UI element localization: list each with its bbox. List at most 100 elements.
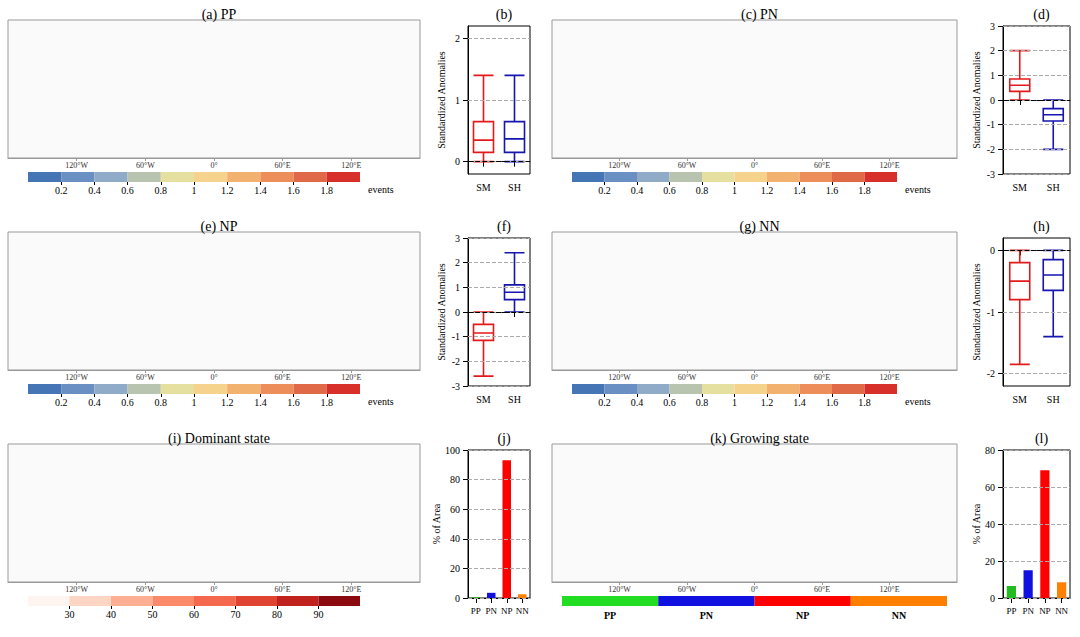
svg-text:(h): (h) bbox=[1033, 219, 1050, 235]
svg-text:1.8: 1.8 bbox=[858, 397, 871, 408]
svg-text:1.6: 1.6 bbox=[826, 397, 839, 408]
svg-text:NN: NN bbox=[892, 610, 907, 621]
svg-text:0°: 0° bbox=[210, 373, 217, 382]
svg-text:0.8: 0.8 bbox=[155, 397, 168, 408]
svg-text:PP: PP bbox=[1006, 606, 1016, 616]
svg-text:PP: PP bbox=[604, 610, 616, 621]
svg-text:Standardized Anomalies: Standardized Anomalies bbox=[436, 263, 447, 361]
svg-text:NN: NN bbox=[516, 606, 529, 616]
svg-text:100: 100 bbox=[445, 445, 460, 456]
svg-text:0.2: 0.2 bbox=[598, 397, 611, 408]
svg-text:(e) NP: (e) NP bbox=[201, 219, 238, 235]
svg-text:120°E: 120°E bbox=[341, 373, 361, 382]
svg-text:events: events bbox=[368, 396, 394, 407]
svg-text:1.2: 1.2 bbox=[761, 397, 774, 408]
svg-text:20: 20 bbox=[450, 563, 460, 574]
svg-text:60°E: 60°E bbox=[275, 161, 291, 170]
svg-text:NP: NP bbox=[796, 610, 809, 621]
svg-text:0.4: 0.4 bbox=[631, 397, 644, 408]
svg-text:1.4: 1.4 bbox=[793, 397, 806, 408]
svg-text:Standardized Anomalies: Standardized Anomalies bbox=[971, 263, 982, 361]
svg-text:1: 1 bbox=[455, 282, 460, 293]
svg-text:Standardized Anomalies: Standardized Anomalies bbox=[971, 51, 982, 149]
svg-text:SM: SM bbox=[1013, 182, 1028, 193]
svg-text:0°: 0° bbox=[751, 161, 758, 170]
svg-text:1.6: 1.6 bbox=[287, 185, 300, 196]
svg-text:40: 40 bbox=[450, 533, 460, 544]
svg-text:(d): (d) bbox=[1033, 7, 1050, 23]
svg-text:-1: -1 bbox=[987, 119, 995, 130]
svg-text:% of Area: % of Area bbox=[431, 503, 442, 544]
svg-text:120°E: 120°E bbox=[341, 585, 361, 594]
svg-text:NP: NP bbox=[1039, 606, 1051, 616]
svg-text:SH: SH bbox=[508, 182, 521, 193]
svg-text:120°W: 120°W bbox=[608, 373, 631, 382]
svg-text:-3: -3 bbox=[452, 381, 460, 392]
svg-text:events: events bbox=[905, 184, 931, 195]
svg-text:0.8: 0.8 bbox=[696, 185, 709, 196]
svg-text:3: 3 bbox=[990, 21, 995, 32]
svg-text:0.6: 0.6 bbox=[663, 185, 676, 196]
svg-text:60°W: 60°W bbox=[678, 585, 697, 594]
svg-text:60°W: 60°W bbox=[136, 161, 155, 170]
svg-text:NN: NN bbox=[1055, 606, 1068, 616]
svg-text:0: 0 bbox=[455, 307, 460, 318]
svg-text:SM: SM bbox=[1013, 394, 1028, 405]
svg-text:0.2: 0.2 bbox=[55, 397, 67, 408]
svg-text:1.2: 1.2 bbox=[221, 397, 234, 408]
svg-text:-1: -1 bbox=[452, 331, 460, 342]
svg-text:80: 80 bbox=[985, 445, 995, 456]
svg-text:2: 2 bbox=[990, 45, 995, 56]
svg-text:1.8: 1.8 bbox=[321, 185, 334, 196]
svg-text:120°E: 120°E bbox=[341, 161, 361, 170]
svg-text:-2: -2 bbox=[452, 356, 460, 367]
svg-text:(f): (f) bbox=[497, 219, 511, 235]
svg-text:1: 1 bbox=[732, 397, 737, 408]
svg-text:0: 0 bbox=[990, 245, 995, 256]
svg-text:1: 1 bbox=[990, 70, 995, 81]
svg-text:SM: SM bbox=[476, 182, 491, 193]
svg-text:120°E: 120°E bbox=[879, 585, 899, 594]
svg-text:0.4: 0.4 bbox=[631, 185, 644, 196]
svg-text:60°W: 60°W bbox=[136, 585, 155, 594]
svg-text:120°E: 120°E bbox=[879, 161, 899, 170]
svg-text:-1: -1 bbox=[987, 307, 995, 318]
svg-text:-2: -2 bbox=[987, 368, 995, 379]
svg-text:0.8: 0.8 bbox=[155, 185, 168, 196]
svg-text:60: 60 bbox=[189, 609, 199, 620]
svg-text:80: 80 bbox=[272, 609, 282, 620]
svg-text:1.2: 1.2 bbox=[761, 185, 774, 196]
svg-text:1: 1 bbox=[192, 185, 197, 196]
svg-text:(g) NN: (g) NN bbox=[739, 219, 779, 235]
svg-text:1: 1 bbox=[732, 185, 737, 196]
svg-text:90: 90 bbox=[314, 609, 324, 620]
svg-text:60°W: 60°W bbox=[678, 373, 697, 382]
svg-text:(c) PN: (c) PN bbox=[741, 7, 778, 23]
svg-text:0°: 0° bbox=[210, 161, 217, 170]
svg-text:events: events bbox=[368, 184, 394, 195]
svg-text:60°W: 60°W bbox=[678, 161, 697, 170]
svg-text:Standardized Anomalies: Standardized Anomalies bbox=[436, 51, 447, 149]
svg-text:1.8: 1.8 bbox=[321, 397, 334, 408]
svg-text:0.2: 0.2 bbox=[598, 185, 611, 196]
svg-text:(l): (l) bbox=[1035, 431, 1049, 447]
svg-text:120°W: 120°W bbox=[65, 585, 88, 594]
svg-text:120°W: 120°W bbox=[65, 373, 88, 382]
svg-text:0: 0 bbox=[990, 95, 995, 106]
svg-text:1.4: 1.4 bbox=[254, 185, 267, 196]
svg-text:40: 40 bbox=[985, 519, 995, 530]
svg-text:SH: SH bbox=[508, 394, 521, 405]
svg-text:(b): (b) bbox=[496, 7, 513, 23]
svg-text:40: 40 bbox=[106, 609, 116, 620]
svg-text:events: events bbox=[905, 396, 931, 407]
svg-text:60°W: 60°W bbox=[136, 373, 155, 382]
svg-text:70: 70 bbox=[231, 609, 241, 620]
svg-text:1: 1 bbox=[192, 397, 197, 408]
svg-text:0: 0 bbox=[455, 593, 460, 604]
svg-text:SH: SH bbox=[1047, 394, 1060, 405]
svg-text:120°W: 120°W bbox=[608, 161, 631, 170]
svg-text:0.6: 0.6 bbox=[663, 397, 676, 408]
svg-text:SH: SH bbox=[1047, 182, 1060, 193]
svg-text:60°E: 60°E bbox=[275, 585, 291, 594]
svg-text:(a) PP: (a) PP bbox=[202, 7, 237, 23]
